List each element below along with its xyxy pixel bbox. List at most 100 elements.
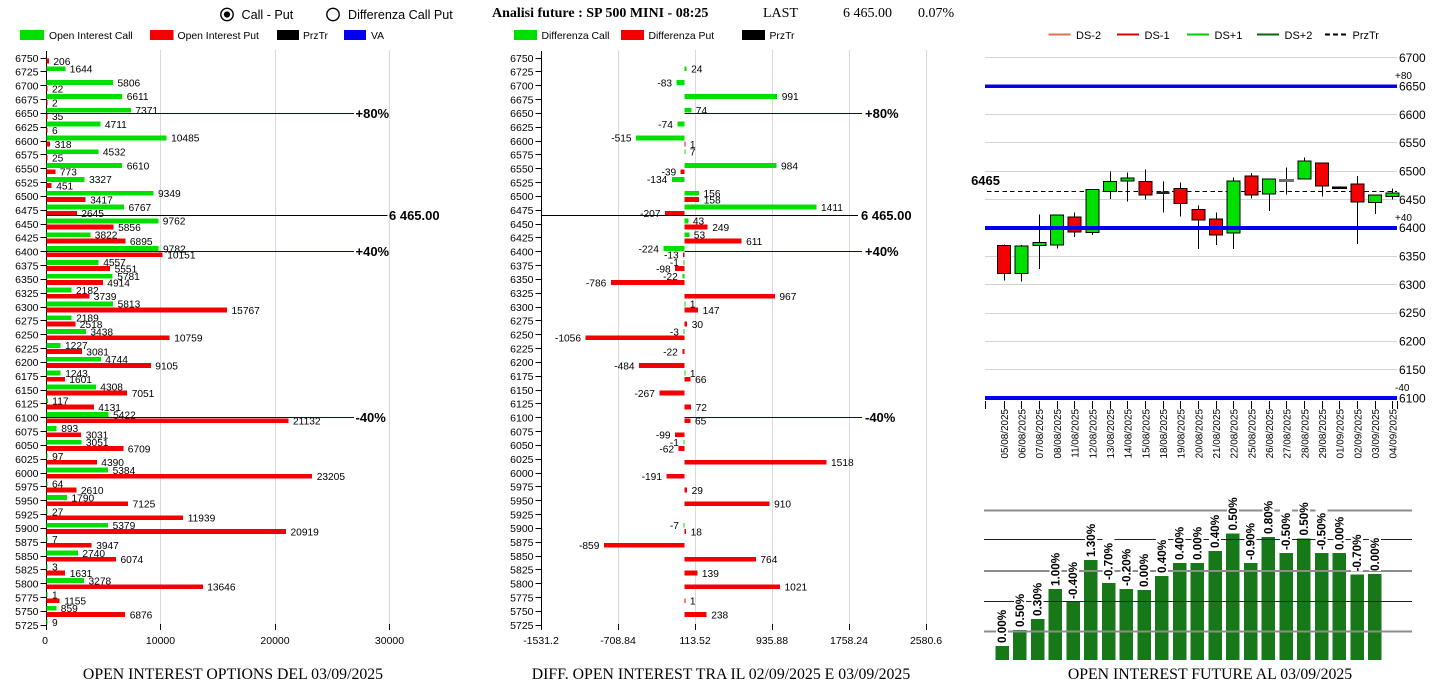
svg-text:6100: 6100: [15, 413, 39, 425]
svg-text:6610: 6610: [127, 161, 150, 172]
svg-text:6700: 6700: [1399, 51, 1426, 65]
svg-text:DS+2: DS+2: [1285, 30, 1313, 42]
svg-text:6550: 6550: [15, 164, 39, 176]
svg-text:967: 967: [779, 292, 796, 303]
svg-text:-0.70%: -0.70%: [1351, 534, 1364, 572]
svg-text:5800: 5800: [510, 579, 534, 591]
svg-text:6709: 6709: [128, 444, 151, 455]
svg-text:764: 764: [760, 555, 777, 566]
svg-text:3947: 3947: [96, 541, 119, 552]
svg-text:4532: 4532: [103, 148, 126, 159]
svg-text:05/08/2025: 05/08/2025: [1000, 409, 1011, 459]
svg-text:10759: 10759: [174, 334, 203, 345]
svg-text:2182: 2182: [76, 286, 99, 297]
svg-text:1021: 1021: [785, 583, 808, 594]
svg-text:5725: 5725: [510, 620, 534, 632]
svg-text:08/08/2025: 08/08/2025: [1053, 409, 1064, 459]
svg-text:1: 1: [690, 597, 696, 608]
svg-text:DS-1: DS-1: [1145, 30, 1170, 42]
svg-text:6675: 6675: [510, 94, 534, 106]
svg-text:18: 18: [691, 527, 703, 538]
svg-text:2: 2: [52, 98, 58, 109]
svg-text:6895: 6895: [130, 237, 153, 248]
svg-text:6200: 6200: [510, 357, 534, 369]
svg-text:1227: 1227: [65, 341, 88, 352]
svg-text:139: 139: [702, 569, 719, 580]
svg-text:6575: 6575: [510, 150, 534, 162]
svg-text:DS+1: DS+1: [1215, 30, 1243, 42]
svg-text:4711: 4711: [105, 120, 127, 131]
svg-text:6200: 6200: [15, 357, 39, 369]
svg-text:5813: 5813: [118, 300, 141, 311]
svg-text:6 465.00: 6 465.00: [861, 208, 912, 223]
svg-text:12/08/2025: 12/08/2025: [1088, 409, 1099, 459]
svg-text:6750: 6750: [510, 53, 534, 65]
svg-text:+40: +40: [1395, 213, 1412, 224]
svg-text:6425: 6425: [15, 233, 39, 245]
svg-text:0.50%: 0.50%: [1014, 593, 1027, 627]
svg-text:238: 238: [711, 610, 728, 621]
svg-text:4390: 4390: [101, 458, 124, 469]
svg-text:3438: 3438: [90, 327, 113, 338]
svg-text:6250: 6250: [15, 330, 39, 342]
svg-text:5975: 5975: [15, 482, 39, 494]
svg-text:25: 25: [52, 154, 64, 165]
svg-text:PrzTr: PrzTr: [770, 31, 796, 42]
svg-text:-0.70%: -0.70%: [1103, 542, 1116, 580]
svg-text:6150: 6150: [510, 385, 534, 397]
svg-text:-22: -22: [663, 272, 678, 283]
svg-text:2740: 2740: [82, 549, 105, 560]
svg-text:0.80%: 0.80%: [1262, 500, 1275, 534]
svg-text:5781: 5781: [117, 272, 140, 283]
svg-text:7125: 7125: [133, 500, 156, 511]
svg-text:5850: 5850: [510, 551, 534, 563]
svg-text:6050: 6050: [15, 440, 39, 452]
svg-text:5925: 5925: [15, 509, 39, 521]
svg-text:-74: -74: [658, 120, 673, 131]
svg-text:113.52: 113.52: [679, 635, 710, 647]
svg-text:53: 53: [694, 231, 706, 242]
svg-text:6750: 6750: [15, 53, 39, 65]
svg-text:-39: -39: [661, 168, 676, 179]
svg-text:65: 65: [695, 417, 707, 428]
svg-text:-62: -62: [659, 444, 674, 455]
svg-text:5725: 5725: [15, 620, 39, 632]
svg-text:-0.50%: -0.50%: [1316, 512, 1329, 550]
svg-text:-98: -98: [656, 264, 671, 275]
svg-text:3822: 3822: [95, 231, 118, 242]
svg-text:893: 893: [61, 424, 78, 435]
svg-text:6500: 6500: [510, 191, 534, 203]
svg-text:-515: -515: [611, 134, 632, 145]
svg-text:-40: -40: [1395, 383, 1410, 394]
svg-text:6600: 6600: [15, 136, 39, 148]
svg-text:+40%: +40%: [356, 244, 390, 259]
svg-text:0.00%: 0.00%: [1138, 553, 1151, 587]
svg-text:-191: -191: [642, 472, 663, 483]
svg-text:-3: -3: [670, 327, 679, 338]
svg-text:13646: 13646: [207, 583, 236, 594]
svg-text:22/08/2025: 22/08/2025: [1230, 409, 1241, 459]
svg-text:7: 7: [690, 148, 696, 159]
svg-text:6525: 6525: [510, 177, 534, 189]
svg-text:-22: -22: [663, 347, 678, 358]
svg-text:-859: -859: [579, 541, 600, 552]
svg-text:10485: 10485: [171, 134, 200, 145]
svg-text:-484: -484: [614, 361, 635, 372]
svg-text:24: 24: [691, 65, 703, 76]
svg-text:3031: 3031: [86, 430, 109, 441]
svg-text:5950: 5950: [510, 496, 534, 508]
svg-text:10000: 10000: [146, 635, 175, 647]
svg-text:29/08/2025: 29/08/2025: [1318, 408, 1329, 458]
svg-text:6400: 6400: [15, 247, 39, 259]
svg-text:6465: 6465: [971, 173, 1000, 188]
svg-text:02/09/2025: 02/09/2025: [1353, 409, 1364, 459]
svg-text:3327: 3327: [89, 175, 112, 186]
svg-text:+40%: +40%: [865, 244, 899, 259]
svg-text:5775: 5775: [15, 592, 39, 604]
svg-text:43: 43: [693, 217, 705, 228]
svg-text:6000: 6000: [510, 468, 534, 480]
svg-text:6600: 6600: [510, 136, 534, 148]
svg-text:991: 991: [782, 92, 799, 103]
svg-text:1601: 1601: [69, 375, 92, 386]
svg-text:6650: 6650: [510, 108, 534, 120]
